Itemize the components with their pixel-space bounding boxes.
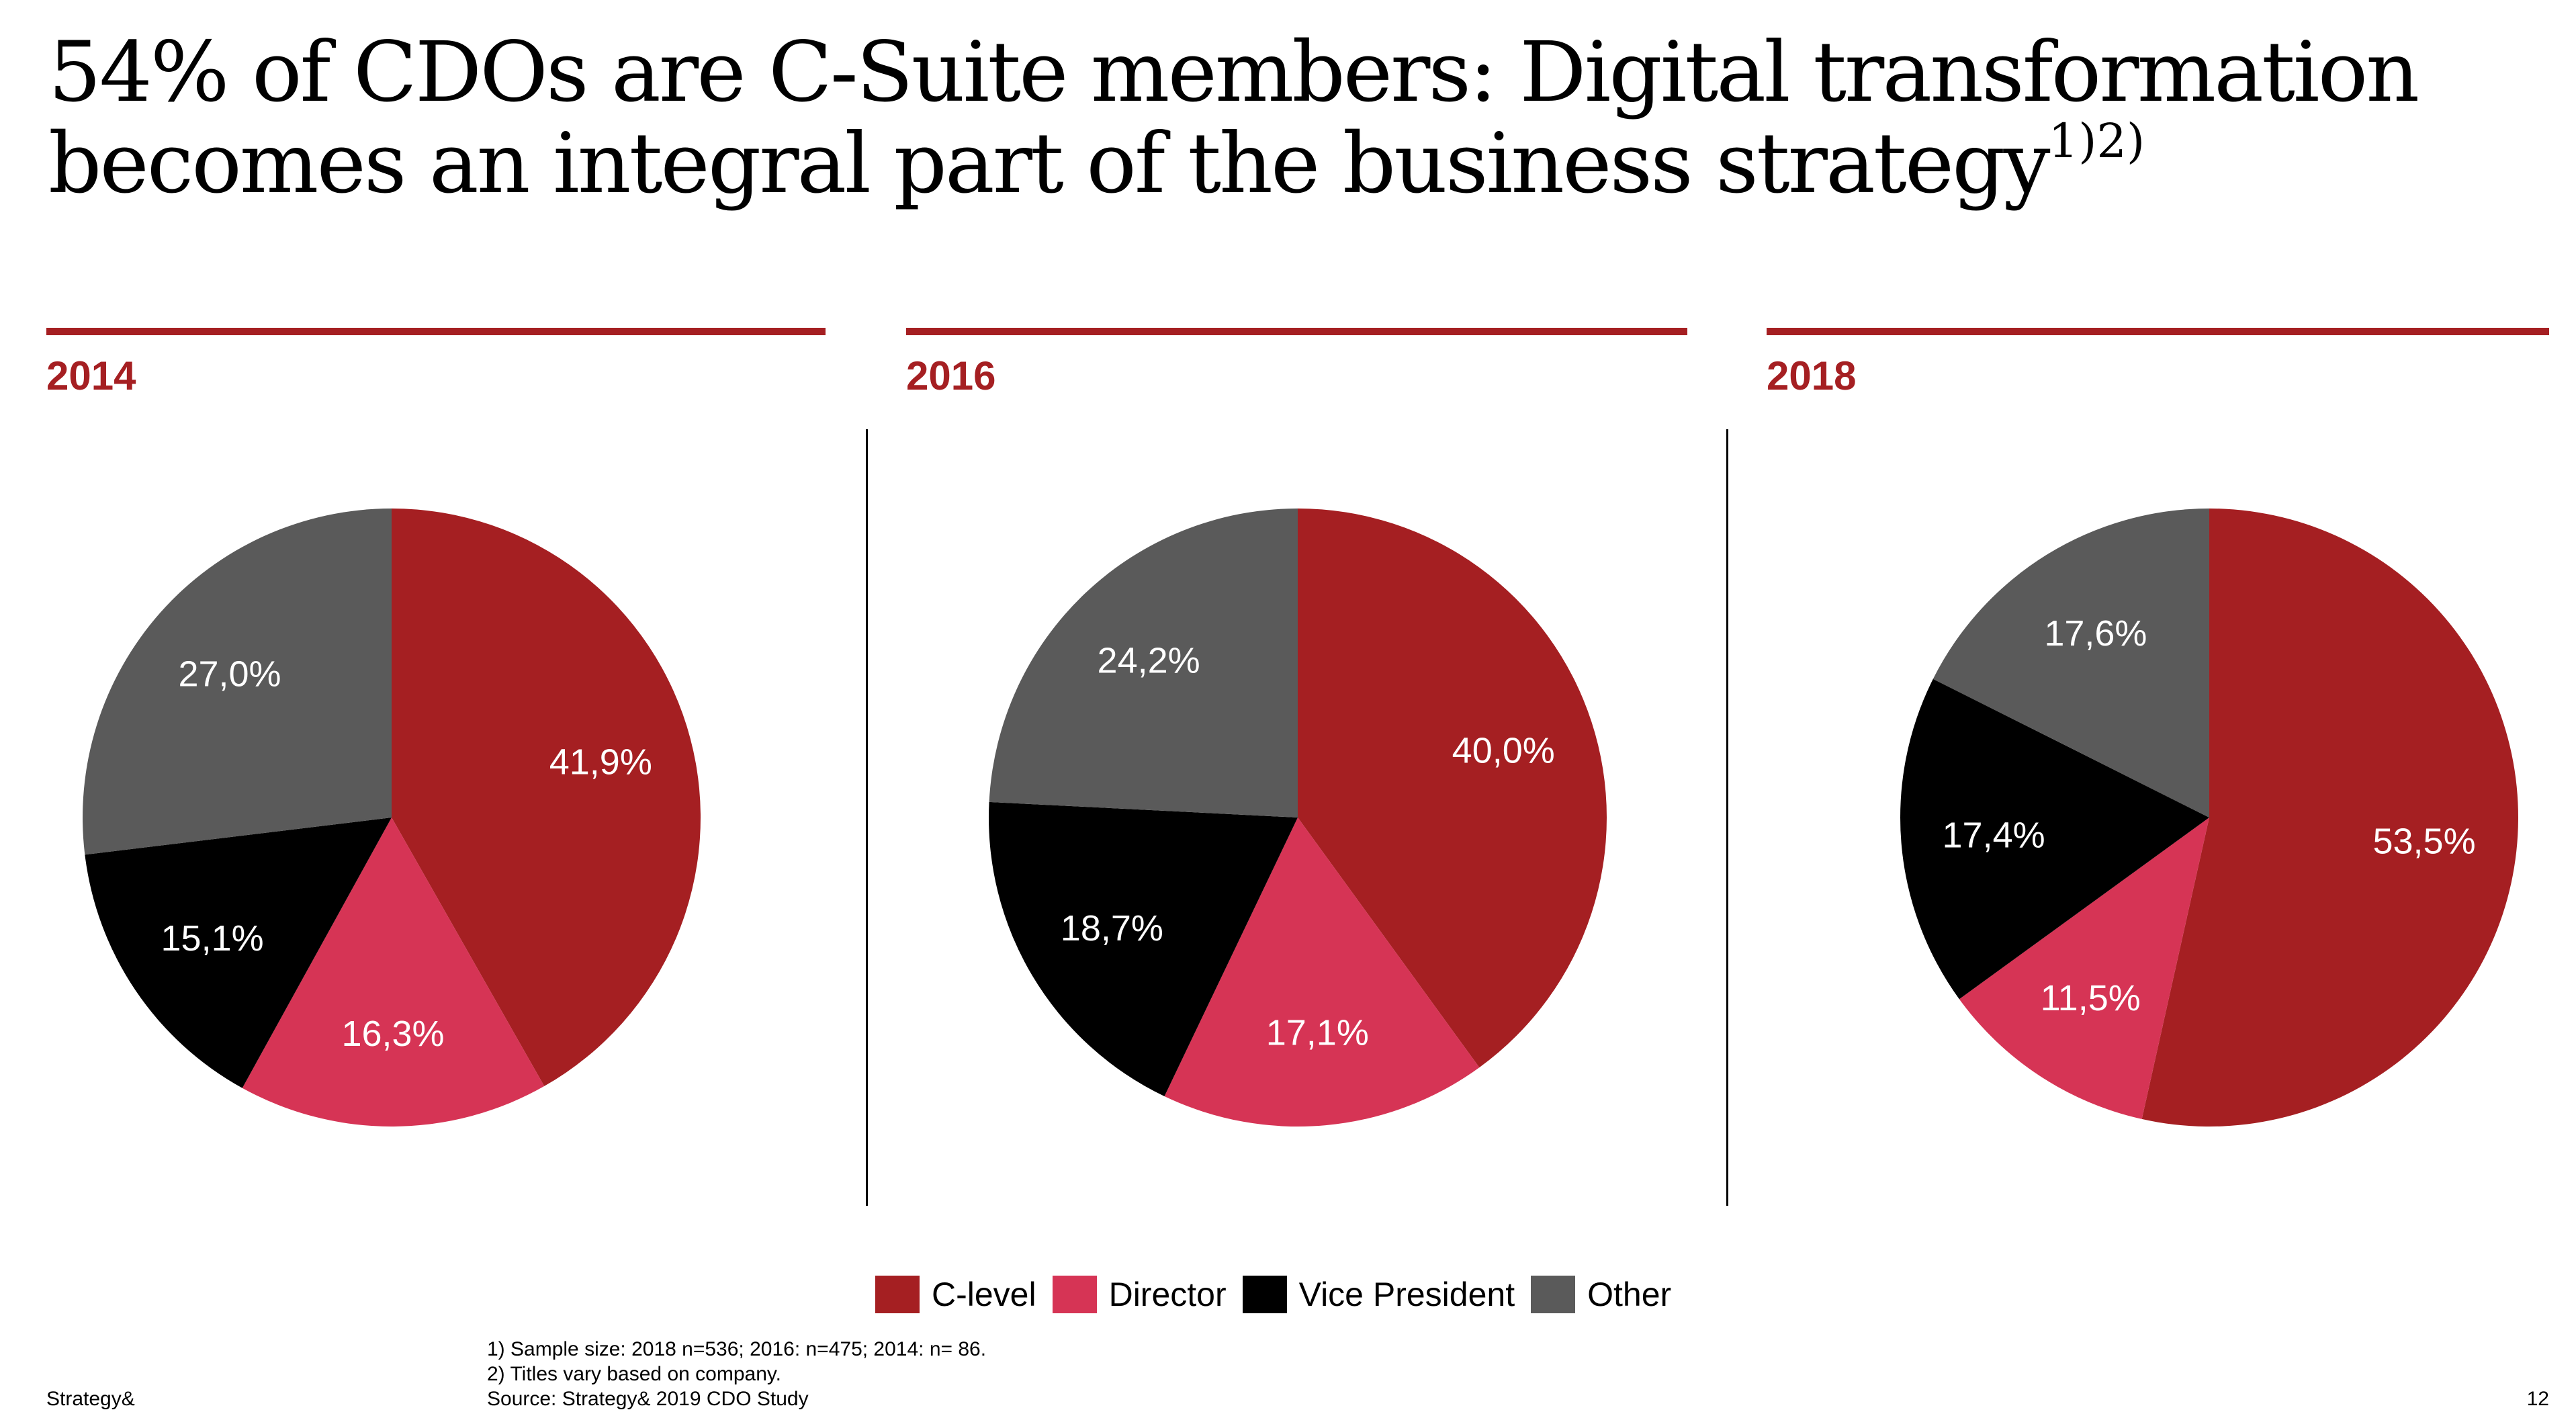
panel-2018: 2018	[1767, 328, 2549, 399]
footnotes: 1) Sample size: 2018 n=536; 2016: n=475;…	[487, 1337, 986, 1411]
footnote-2: 2) Titles vary based on company.	[487, 1363, 781, 1385]
legend-item-vice-president: Vice President	[1242, 1275, 1515, 1314]
pie-data-label: 11,5%	[2041, 978, 2141, 1018]
legend-item-c-level: C-level	[875, 1275, 1036, 1314]
panel-rule	[906, 328, 1687, 335]
footnote-reference: 1)2)	[2048, 114, 2145, 169]
pie-slice-other	[1933, 509, 2209, 818]
pie-data-label: 41,9%	[549, 742, 652, 783]
source-note: Source: Strategy& 2019 CDO Study	[487, 1388, 809, 1410]
pie-data-label: 24,2%	[1098, 641, 1200, 681]
pie-data-label: 17,1%	[1266, 1013, 1369, 1053]
panel-divider	[1726, 429, 1728, 1206]
panel-year: 2014	[46, 353, 136, 398]
pie-data-label: 27,0%	[178, 654, 281, 694]
pie-slice-other	[989, 509, 1298, 818]
pie-slice-director	[1164, 818, 1480, 1127]
panel-year: 2018	[1767, 353, 1857, 398]
pie-data-label: 53,5%	[2372, 821, 2475, 861]
pie-data-label: 16,3%	[341, 1014, 444, 1054]
legend-swatch	[875, 1276, 920, 1313]
page-title: 54% of CDOs are C-Suite members: Digital…	[48, 24, 2419, 212]
page-number: 12	[2526, 1388, 2549, 1410]
pie-data-label: 15,1%	[161, 918, 264, 959]
panel-year: 2016	[906, 353, 996, 398]
pie-slice-director	[1959, 818, 2209, 1119]
legend-item-director: Director	[1052, 1275, 1227, 1314]
pie-slice-vice-president	[85, 818, 392, 1088]
pie-slice-c-level	[392, 509, 701, 1086]
legend: C-level Director Vice President Other	[875, 1275, 1687, 1314]
panel-2016: 2016	[906, 328, 1687, 399]
legend-item-other: Other	[1531, 1275, 1671, 1314]
pie-data-label: 17,6%	[2044, 613, 2147, 654]
panel-divider	[866, 429, 868, 1206]
panel-2014: 2014	[46, 328, 826, 399]
footer-brand: Strategy&	[46, 1388, 135, 1410]
pie-slice-c-level	[2141, 509, 2518, 1127]
legend-swatch	[1242, 1276, 1287, 1313]
legend-swatch	[1052, 1276, 1097, 1313]
pie-slice-director	[242, 818, 545, 1127]
panel-rule	[1767, 328, 2549, 335]
pie-slice-vice-president	[1900, 678, 2209, 1000]
pie-data-label: 18,7%	[1061, 908, 1163, 948]
footnote-1: 1) Sample size: 2018 n=536; 2016: n=475;…	[487, 1338, 987, 1360]
pie-data-label: 17,4%	[1943, 815, 2045, 855]
pie-slice-c-level	[1298, 509, 1607, 1068]
panel-rule	[46, 328, 826, 335]
pie-slice-vice-president	[989, 801, 1298, 1096]
pie-slice-other	[83, 509, 392, 855]
legend-swatch	[1531, 1276, 1576, 1313]
pie-data-label: 40,0%	[1452, 730, 1555, 770]
